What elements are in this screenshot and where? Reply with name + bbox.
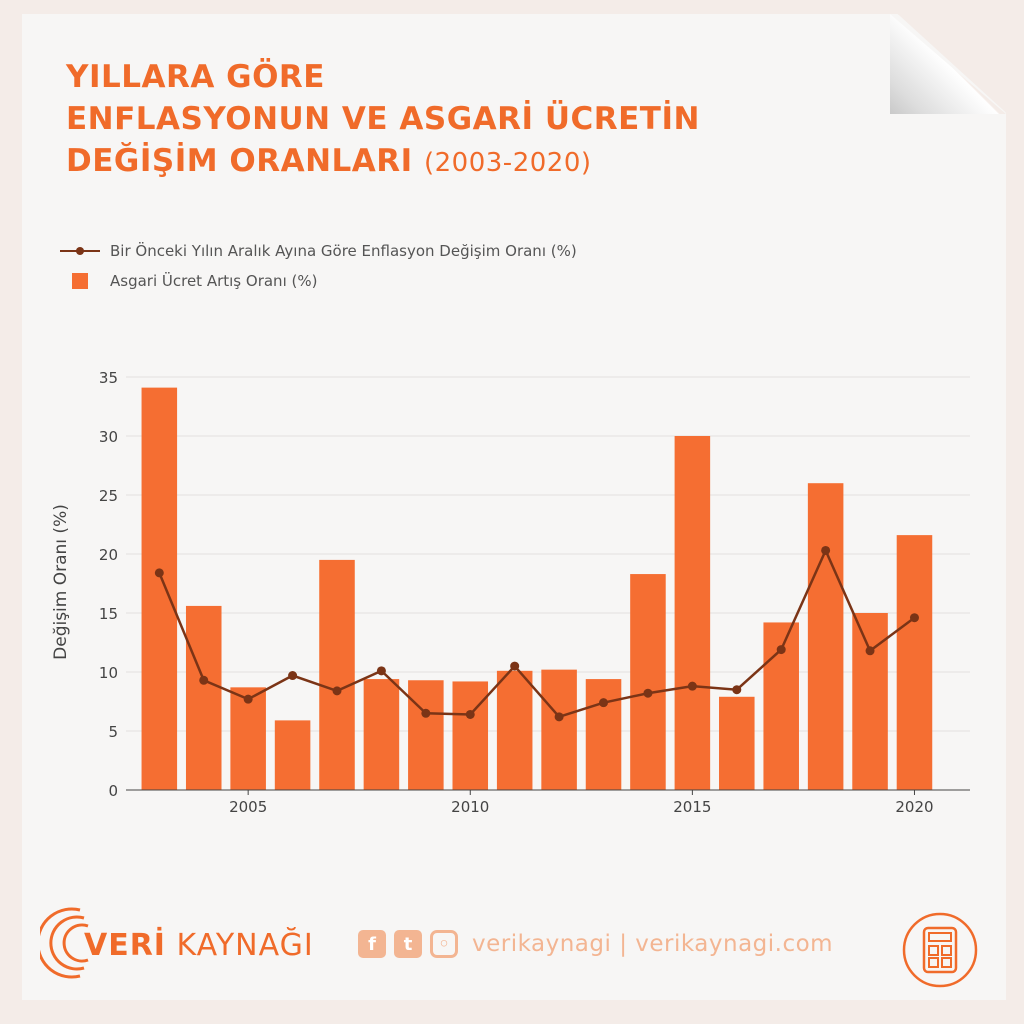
x-tick-label: 2005	[229, 798, 267, 816]
bar	[452, 681, 489, 790]
line-point	[776, 645, 786, 655]
twitter-icon[interactable]: t	[394, 930, 422, 958]
inflation-line	[158, 547, 916, 719]
brand-rest: KAYNAĞI	[165, 928, 314, 963]
y-tick-label: 25	[99, 487, 118, 505]
social-bar: f t ◦ verikaynagi | verikaynagi.com	[358, 930, 833, 958]
line-point	[510, 661, 520, 671]
y-axis-label: Değişim Oranı (%)	[51, 504, 71, 660]
title-years: (2003-2020)	[424, 148, 592, 178]
line-point	[465, 709, 475, 719]
chart-bars	[141, 387, 933, 790]
title-line-3-text: DEĞİŞİM ORANLARI	[66, 143, 413, 179]
instagram-icon[interactable]: ◦	[430, 930, 458, 958]
bar	[230, 687, 266, 790]
y-tick-label: 20	[99, 546, 118, 564]
y-tick-label: 10	[99, 664, 118, 682]
bar	[496, 670, 533, 790]
bar	[630, 574, 666, 790]
title-line-3: DEĞİŞİM ORANLARI (2003-2020)	[66, 140, 826, 184]
line-point	[732, 685, 742, 695]
bar	[185, 605, 222, 790]
brand-name: VERİ KAYNAĞI	[84, 928, 314, 963]
line-point	[554, 712, 564, 722]
bar	[319, 559, 355, 790]
line-point	[821, 545, 831, 555]
bar	[674, 436, 711, 790]
calculator-icon	[902, 912, 978, 988]
line-point	[243, 694, 253, 704]
y-tick-label: 35	[99, 369, 118, 387]
x-tick-label: 2010	[451, 798, 489, 816]
line-point	[599, 698, 609, 708]
brand-bold: VERİ	[84, 928, 166, 963]
y-tick-label: 5	[108, 723, 118, 741]
y-tick-label: 15	[99, 605, 118, 623]
chart-line-series	[154, 545, 919, 722]
bar	[807, 483, 844, 790]
line-point	[687, 681, 697, 691]
bar	[363, 679, 400, 790]
legend-bar-label: Asgari Ücret Artış Oranı (%)	[110, 272, 318, 290]
chart-legend: Bir Önceki Yılın Aralık Ayına Göre Enfla…	[56, 236, 577, 296]
legend-item-minimum-wage: Asgari Ücret Artış Oranı (%)	[56, 266, 577, 296]
line-point	[865, 646, 875, 656]
line-point	[376, 666, 386, 676]
line-point	[643, 688, 653, 698]
line-point	[421, 708, 431, 718]
title-line-1: YILLARA GÖRE	[66, 59, 325, 95]
x-tick-label: 2015	[673, 798, 711, 816]
bar	[141, 387, 178, 790]
bar	[585, 679, 622, 790]
y-tick-label: 0	[108, 782, 118, 800]
bar	[274, 720, 311, 790]
line-point	[199, 675, 209, 685]
line-point	[332, 686, 342, 696]
legend-item-inflation: Bir Önceki Yılın Aralık Ayına Göre Enfla…	[56, 236, 577, 266]
bar	[408, 680, 444, 790]
bar	[896, 535, 933, 790]
social-text: verikaynagi | verikaynagi.com	[472, 931, 834, 957]
bar	[852, 613, 888, 790]
bar	[719, 696, 755, 790]
legend-line-label: Bir Önceki Yılın Aralık Ayına Göre Enfla…	[110, 242, 577, 260]
facebook-icon[interactable]: f	[358, 930, 386, 958]
bar	[541, 669, 577, 790]
chart-title: YILLARA GÖRE ENFLASYONUN VE ASGARİ ÜCRET…	[66, 56, 826, 184]
chart-axes: 0 5 10 15 20 25 30 35 2005 2010 2015 2020	[99, 369, 970, 816]
legend-bar-swatch	[56, 272, 104, 290]
title-line-2: ENFLASYONUN VE ASGARİ ÜCRETİN	[66, 101, 700, 137]
line-point	[154, 568, 164, 578]
line-point	[288, 671, 298, 681]
y-tick-label: 30	[99, 428, 118, 446]
line-point	[909, 613, 919, 623]
legend-line-swatch	[56, 242, 104, 260]
x-tick-label: 2020	[895, 798, 933, 816]
brand-logo-icon	[40, 907, 89, 979]
